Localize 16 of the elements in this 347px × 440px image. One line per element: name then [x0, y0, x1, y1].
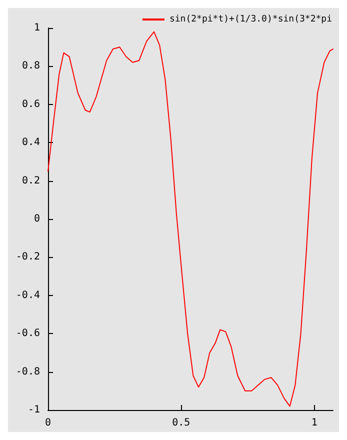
y-tick-label: -1 [28, 404, 40, 416]
y-tick-label: 0.4 [22, 137, 40, 148]
x-tick-label: 1 [311, 418, 318, 428]
y-tick-label: 0.8 [22, 60, 40, 72]
line-series [48, 31, 334, 407]
legend-label: sin(2*pi*t)+(1/3.0)*sin(3*2*pi [169, 14, 332, 24]
x-tick-label: 0 [44, 418, 52, 428]
y-tick-label: 0.2 [22, 175, 40, 186]
y-tick-label: -0.6 [16, 328, 40, 340]
y-tick-label: -0.4 [16, 290, 40, 301]
y-tick-label: 0 [34, 214, 40, 224]
y-tick-label: -0.8 [16, 366, 40, 378]
y-tick-label: 0.6 [22, 98, 40, 110]
y-tick-label: -0.2 [16, 252, 40, 263]
y-tick-label: 1 [34, 22, 40, 34]
x-tick-label: 0.5 [172, 418, 190, 428]
